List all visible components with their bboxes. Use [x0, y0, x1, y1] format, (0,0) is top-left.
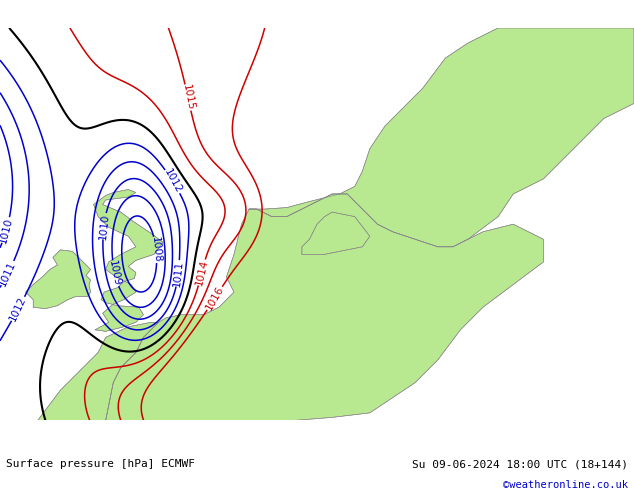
Text: 1010: 1010 — [0, 216, 15, 244]
Text: 1011: 1011 — [172, 260, 184, 287]
Text: 1015: 1015 — [181, 84, 195, 111]
Text: 1009: 1009 — [107, 260, 122, 287]
Text: 1010: 1010 — [98, 213, 110, 240]
Text: 1008: 1008 — [150, 236, 162, 263]
Text: Su 09-06-2024 18:00 UTC (18+144): Su 09-06-2024 18:00 UTC (18+144) — [411, 459, 628, 469]
Text: 1012: 1012 — [8, 295, 29, 323]
Text: ©weatheronline.co.uk: ©weatheronline.co.uk — [503, 480, 628, 490]
Text: 1014: 1014 — [194, 259, 210, 287]
Text: 1012: 1012 — [162, 168, 183, 196]
Text: Surface pressure [hPa] ECMWF: Surface pressure [hPa] ECMWF — [6, 459, 195, 469]
Text: 1016: 1016 — [204, 284, 226, 312]
Text: 1011: 1011 — [0, 259, 18, 287]
